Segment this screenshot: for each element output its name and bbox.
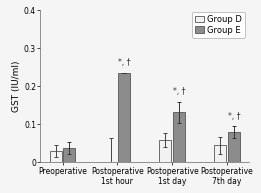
Bar	[159, 140, 171, 163]
Text: *, †: *, †	[173, 87, 185, 96]
Bar	[214, 145, 226, 163]
Y-axis label: GST (IU/ml): GST (IU/ml)	[12, 61, 21, 112]
Bar	[104, 162, 117, 163]
Bar	[50, 151, 62, 163]
Bar	[173, 112, 185, 163]
Text: *, †: *, †	[118, 58, 130, 68]
Text: *, †: *, †	[228, 112, 240, 121]
Legend: Group D, Group E: Group D, Group E	[192, 12, 245, 38]
Bar	[118, 73, 130, 163]
Bar	[228, 132, 240, 163]
Bar	[63, 148, 75, 163]
